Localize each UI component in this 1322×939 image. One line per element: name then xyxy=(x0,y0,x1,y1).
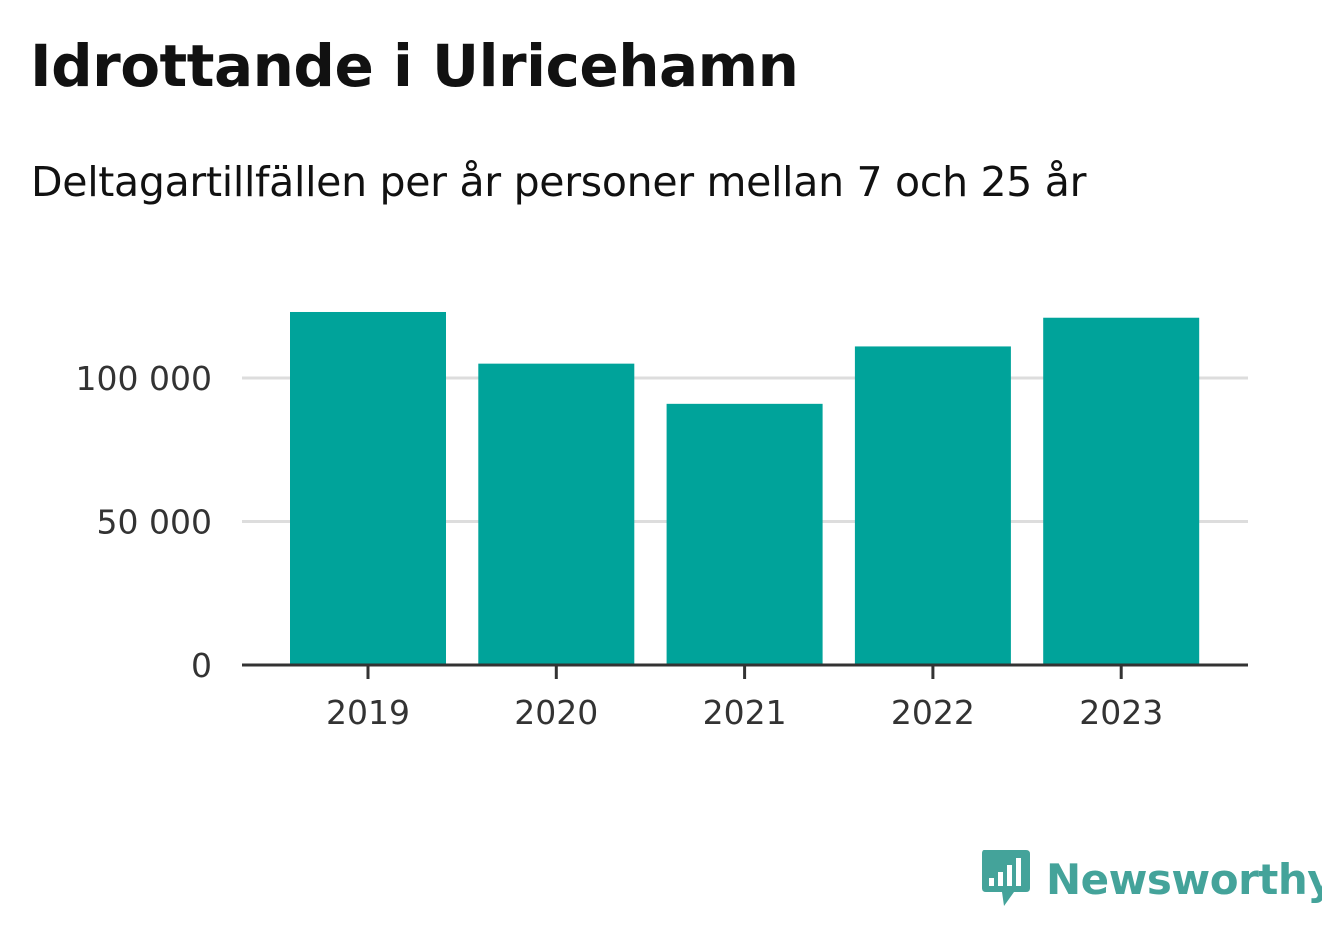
bar xyxy=(854,346,1011,665)
bar xyxy=(478,363,635,665)
y-tick-label: 100 000 xyxy=(76,359,212,398)
brand-name: Newsworthy xyxy=(1046,854,1322,904)
x-tick-label: 2023 xyxy=(1079,693,1163,732)
bar xyxy=(1043,317,1200,665)
x-tick-label: 2021 xyxy=(703,693,787,732)
chart-subtitle: Deltagartillfällen per år personer mella… xyxy=(31,158,1087,206)
y-tick-label: 50 000 xyxy=(97,503,212,542)
chart-title: Idrottande i Ulricehamn xyxy=(30,32,799,100)
x-tick-label: 2022 xyxy=(891,693,975,732)
bar-chart: 0 50 000 100 000 2019 2020 2021 2022 2023 xyxy=(76,311,1248,732)
x-tick-label: 2020 xyxy=(514,693,598,732)
bar xyxy=(666,403,823,665)
bars xyxy=(290,311,1200,665)
newsworthy-logo: Newsworthy xyxy=(980,848,1322,910)
newsworthy-logo-icon xyxy=(982,850,1030,906)
bar xyxy=(290,311,446,665)
y-tick-label: 0 xyxy=(191,646,212,685)
x-tick-label: 2019 xyxy=(326,693,410,732)
x-axis-ticks: 2019 2020 2021 2022 2023 xyxy=(326,665,1163,732)
y-axis-ticks: 0 50 000 100 000 xyxy=(76,359,212,685)
